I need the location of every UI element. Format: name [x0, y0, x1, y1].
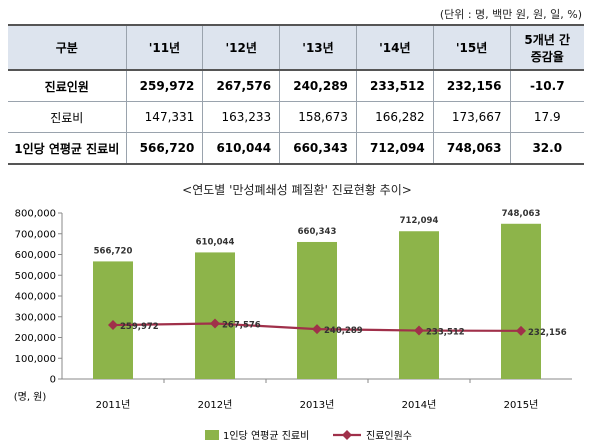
chart-title: <연도별 '만성폐쇄성 폐질환' 진료현황 추이> — [182, 183, 412, 197]
line-point — [414, 325, 424, 336]
y-tick-label: 200,000 — [15, 333, 56, 344]
row-label: 1인당 연평균 진료비 — [8, 132, 127, 165]
bar-data-label: 712,094 — [400, 216, 439, 226]
line-data-label: 259,972 — [120, 322, 159, 332]
table-cell: 610,044 — [202, 132, 281, 165]
table-cell: 748,063 — [432, 132, 511, 165]
table-cell: 32.0 — [509, 132, 584, 165]
y-tick-label: 800,000 — [15, 209, 56, 220]
table-cell: 17.9 — [509, 101, 584, 133]
header-change-rate: 5개년 간 증감율 — [509, 24, 584, 71]
table-row: 진료비 147,331 163,233 158,673 166,282 173,… — [8, 101, 584, 133]
y-tick-label: 400,000 — [15, 292, 56, 303]
data-table: 구분 '11년 '12년 '13년 '14년 '15년 5개년 간 증감율 진료인… — [8, 24, 584, 165]
line-data-label: 267,576 — [222, 320, 261, 330]
y-tick-label: 300,000 — [15, 312, 56, 323]
line-point — [312, 324, 322, 335]
table-cell: 233,512 — [355, 69, 434, 102]
header-2013: '13년 — [279, 24, 357, 71]
table-row: 진료인원 259,972 267,576 240,289 233,512 232… — [8, 69, 584, 102]
bar — [399, 231, 439, 379]
x-tick-label: 2013년 — [300, 399, 335, 411]
bar — [195, 252, 235, 379]
line-data-label: 232,156 — [528, 328, 567, 338]
header-2011: '11년 — [125, 24, 204, 71]
bar-data-label: 748,063 — [502, 209, 541, 219]
legend-line-label: 진료인원수 — [366, 430, 412, 442]
table-header-row: 구분 '11년 '12년 '13년 '14년 '15년 5개년 간 증감율 — [8, 24, 584, 71]
y-tick-label: 100,000 — [15, 354, 56, 365]
line-point — [516, 325, 526, 336]
line-point — [108, 320, 118, 331]
line-data-label: 233,512 — [426, 328, 465, 338]
line-data-label: 240,289 — [324, 326, 363, 336]
bar — [501, 223, 541, 379]
bar-data-label: 566,720 — [94, 246, 133, 256]
table-cell: 660,343 — [279, 132, 357, 165]
table-cell: 166,282 — [355, 101, 434, 133]
y-tick-label: 500,000 — [15, 271, 56, 282]
y-axis-label: (명, 원) — [14, 391, 47, 403]
bar-data-label: 660,343 — [298, 227, 337, 237]
table-row: 1인당 연평균 진료비 566,720 610,044 660,343 712,… — [8, 132, 584, 165]
row-label: 진료비 — [8, 101, 127, 133]
table-cell: -10.7 — [509, 69, 584, 102]
header-category: 구분 — [8, 24, 127, 71]
table-cell: 240,289 — [279, 69, 357, 102]
x-tick-label: 2014년 — [402, 399, 437, 411]
legend-bar-swatch — [205, 430, 219, 440]
table-cell: 147,331 — [125, 101, 204, 133]
table-cell: 566,720 — [125, 132, 204, 165]
x-tick-label: 2012년 — [198, 399, 233, 411]
legend-line-marker — [342, 430, 352, 440]
table-cell: 712,094 — [355, 132, 434, 165]
y-tick-label: 0 — [50, 375, 56, 386]
x-tick-label: 2015년 — [504, 399, 539, 411]
line-point — [210, 318, 220, 329]
bar — [297, 241, 337, 379]
header-2015: '15년 — [432, 24, 511, 71]
legend-bar-label: 1인당 연평균 진료비 — [223, 430, 309, 442]
x-tick-label: 2011년 — [96, 399, 131, 411]
unit-note: (단위 : 명, 백만 원, 원, 일, %) — [439, 8, 582, 21]
row-label: 진료인원 — [8, 69, 127, 102]
table-cell: 163,233 — [202, 101, 281, 133]
bar-data-label: 610,044 — [196, 237, 235, 247]
chart: 0 100,000 200,000 300,000 400,000 500,000 600,… — [14, 209, 572, 442]
table-cell: 259,972 — [125, 69, 204, 102]
table-cell: 173,667 — [432, 101, 511, 133]
table-cell: 158,673 — [279, 101, 357, 133]
table-cell: 232,156 — [432, 69, 511, 102]
header-2012: '12년 — [202, 24, 281, 71]
y-tick-label: 600,000 — [15, 250, 56, 261]
y-tick-label: 700,000 — [15, 229, 56, 240]
header-2014: '14년 — [355, 24, 434, 71]
table-cell: 267,576 — [202, 69, 281, 102]
